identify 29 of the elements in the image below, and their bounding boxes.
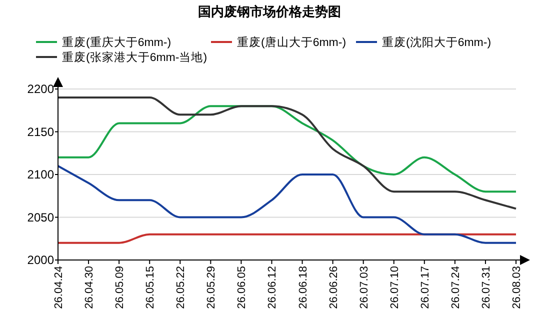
x-tick-label: 26.05.22 [175,266,188,309]
x-tick-label: 26.07.03 [358,266,370,309]
x-tick-label: 26.05.29 [206,266,218,309]
line-series [57,164,517,244]
y-tick-label: 2050 [27,210,54,224]
chart-title: 国内废钢市场价格走势图 [198,4,341,19]
x-tick-label: 26.08.03 [511,266,523,309]
x-tick-label: 26.07.17 [419,266,432,309]
line-series [57,96,517,210]
y-tick-label: 2200 [27,82,54,96]
x-tick-label: 26.06.26 [328,266,340,309]
x-tick-label: 26.05.15 [144,266,157,309]
x-tick-label: 26.04.30 [84,266,96,309]
x-tick-label: 26.06.05 [236,266,248,309]
legend-label: 重废(唐山大于6mm-) [237,35,346,49]
x-tick-label: 26.04.24 [53,266,65,309]
line-series [57,105,517,193]
legend-label: 重废(重庆大于6mm-) [62,35,172,49]
x-tick-label: 26.06.12 [266,266,279,309]
y-tick-label: 2150 [27,124,54,139]
legend-label: 重废(沈阳大于6mm-) [382,35,492,49]
x-tick-label: 26.07.24 [450,266,462,309]
y-tick-label: 2100 [27,168,54,182]
x-tick-label: 26.07.10 [388,266,401,309]
x-tick-label: 26.06.18 [297,266,310,309]
x-tick-label: 26.05.09 [114,266,126,309]
x-tick-label: 26.07.31 [480,266,492,309]
legend-label: 重废(张家港大于6mm-当地) [62,50,208,64]
y-tick-label: 2000 [27,253,54,268]
